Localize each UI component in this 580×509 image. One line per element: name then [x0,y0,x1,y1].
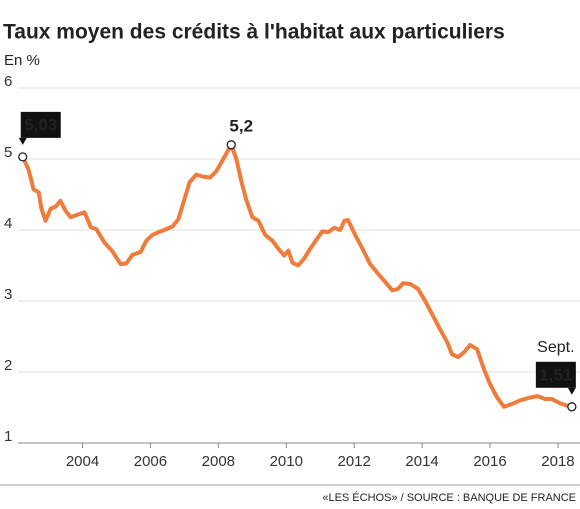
value-label: 5,2 [229,116,253,135]
line [20,142,574,409]
label-pointer [567,387,576,395]
y-tick-label: 6 [4,73,12,90]
y-tick-label: 1 [4,428,12,445]
x-tick-label: 2016 [473,453,506,470]
label-box [20,111,61,138]
x-tick-label: 2008 [202,453,235,470]
label-pointer [18,137,27,145]
x-tick-label: 2012 [337,453,370,470]
chart-subtitle: En % [4,52,40,69]
x-tick-label: 2006 [134,453,167,470]
annotation: Sept. [537,339,574,356]
label-box [535,361,576,388]
point-marker [567,402,577,412]
y-tick-label: 4 [4,215,12,232]
x-tick-label: 2004 [66,453,99,470]
x-tick-label: 2018 [541,453,574,470]
x-tick-label: 2010 [270,453,303,470]
y-tick-label: 2 [4,357,12,374]
value-label: 5,03 [24,115,57,134]
y-tick-label: 3 [4,286,12,303]
point-marker [226,140,236,150]
point-marker [18,152,28,162]
value-label: 1,51 [539,365,572,384]
y-tick-label: 5 [4,144,12,161]
x-tick-label: 2014 [405,453,438,470]
chart-title: Taux moyen des crédits à l'habitat aux p… [3,21,505,44]
source: «LES ÉCHOS» / SOURCE : BANQUE DE FRANCE [322,491,576,504]
